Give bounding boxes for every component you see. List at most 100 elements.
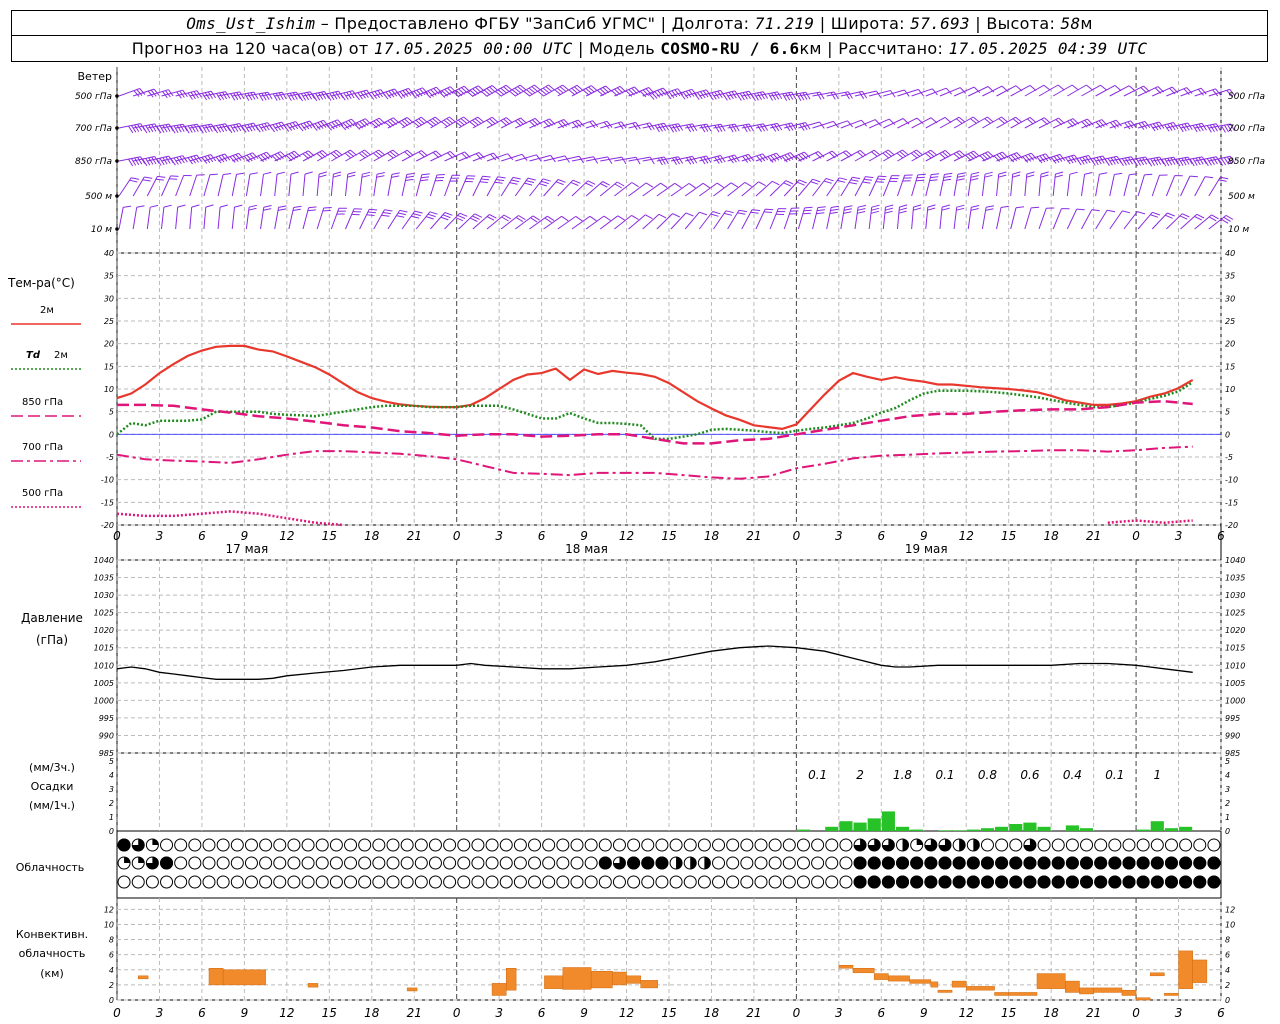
wind-barb-shaft [331, 149, 351, 162]
temp-ytick-left: -15 [101, 498, 114, 507]
wind-barb-shaft [161, 123, 184, 129]
wind-barb-feather [156, 158, 162, 166]
wind-barb-shaft [458, 85, 479, 97]
wind-barb-feather [857, 204, 867, 208]
wind-barb-shaft [1067, 84, 1087, 97]
wind-barb-feather [455, 121, 463, 128]
wind-barb-shaft [245, 207, 250, 230]
wind-barb-feather [151, 156, 157, 165]
wind-barb-feather [244, 124, 250, 133]
temp-ytick-left: 35 [104, 272, 114, 281]
cloud-cover-symbol [627, 875, 641, 889]
wind-barb-feather [424, 91, 432, 99]
wind-barb-feather [361, 174, 370, 178]
wind-barb-feather [970, 175, 979, 178]
wind-barb-shaft [217, 207, 221, 230]
cloud-cover-symbol [1207, 838, 1221, 852]
wind-barb-feather [671, 157, 678, 165]
wind-barb-feather [472, 215, 480, 220]
x-hour-label: 18 [364, 1006, 380, 1020]
wind-barb-shaft [458, 175, 468, 197]
cloud-cover-symbol [315, 838, 329, 852]
press-ytick-right: 985 [1225, 749, 1240, 758]
wind-barb-feather [677, 123, 684, 131]
precip-bar [995, 826, 1009, 831]
cloud-cover-symbol [188, 875, 202, 889]
wind-barb-feather [671, 124, 678, 132]
wind-barb-feather [515, 216, 524, 223]
wind-barb-feather [1124, 122, 1131, 130]
wind-barb-shaft [288, 150, 309, 162]
wind-barb-feather [722, 93, 728, 101]
conv-ytick-right: 8 [1225, 936, 1230, 945]
cloud-cover-symbol [216, 856, 230, 870]
wind-barb-feather [943, 178, 952, 181]
wind-barbs-layer [115, 84, 1236, 231]
wind-barb-shaft [868, 118, 890, 129]
wind-barb-feather [526, 89, 533, 96]
cloud-cover-full [1193, 856, 1207, 870]
wind-barb-shaft [1024, 117, 1045, 129]
wind-barb-feather [500, 87, 508, 94]
wind-barb-feather [452, 91, 460, 98]
wind-barb-shaft [897, 117, 918, 129]
wind-barb-feather [899, 204, 908, 208]
wind-barb-shaft [175, 154, 197, 162]
wind-barb-shaft [288, 174, 292, 197]
wind-barb-shaft [982, 116, 1002, 129]
wind-barb-feather [861, 119, 868, 127]
wind-barb-shaft [1053, 154, 1075, 162]
wind-barb-feather [885, 204, 894, 208]
wind-barb-feather [959, 87, 967, 94]
wind-barb-feather [514, 87, 522, 94]
wind-barb-shaft [1123, 120, 1146, 129]
wind-barb-feather [587, 180, 596, 185]
wind-barb-feather [932, 88, 938, 96]
wind-barb-shaft [203, 153, 225, 162]
x-hour-label: 18 [704, 1006, 720, 1020]
cloud-cover-symbol [372, 838, 386, 852]
wind-barb-shaft [769, 208, 779, 230]
wind-barb-feather [871, 207, 880, 211]
x-hour-label: 12 [619, 529, 634, 543]
cloud-cover-symbol [1108, 838, 1122, 852]
wind-barb-feather [557, 87, 564, 94]
cloud-cover-symbol [443, 838, 457, 852]
wind-barb-feather [165, 156, 171, 164]
wind-barb-feather [798, 154, 805, 161]
wind-barb-shaft [812, 178, 827, 197]
cloud-cover-symbol [556, 838, 570, 852]
wind-barb-feather [136, 89, 143, 96]
cloud-cover-symbol [697, 838, 711, 852]
cloud-cover-symbol [386, 856, 400, 870]
wind-barb-feather [1026, 174, 1035, 178]
x-hour-label: 6 [198, 1006, 206, 1020]
wind-barb-feather [812, 178, 821, 183]
wind-barb-feather [248, 204, 258, 208]
wind-barb-feather [436, 86, 443, 94]
wind-barb-feather [170, 175, 179, 177]
x-hour-label: 6 [1217, 1006, 1225, 1020]
wind-barb-feather [917, 173, 926, 176]
wind-barb-feather [1093, 157, 1099, 166]
cloud-cover-full [938, 875, 952, 889]
wind-barb-feather [145, 158, 151, 166]
wind-barb-feather [1013, 153, 1020, 161]
wind-barb-feather [290, 171, 299, 175]
cloud-cover-symbol [542, 838, 556, 852]
wind-barb-shaft [288, 91, 311, 97]
wind-barb-shaft [543, 155, 566, 162]
wind-barb-feather [742, 92, 748, 100]
wind-barb-feather [1165, 214, 1173, 219]
wind-barb-shaft [515, 154, 537, 162]
legend-label-1: 2м [54, 350, 68, 361]
wind-barb-shaft [1166, 213, 1183, 230]
wind-barb-feather [266, 151, 273, 159]
wind-barb-feather [438, 91, 446, 98]
wind-barb-feather [984, 118, 992, 124]
wind-barb-feather [402, 90, 409, 97]
wind-barb-shaft [953, 207, 958, 230]
wind-barb-shaft [189, 123, 212, 129]
x-hour-label: 15 [322, 529, 337, 543]
cloud-cover-symbol [485, 875, 499, 889]
